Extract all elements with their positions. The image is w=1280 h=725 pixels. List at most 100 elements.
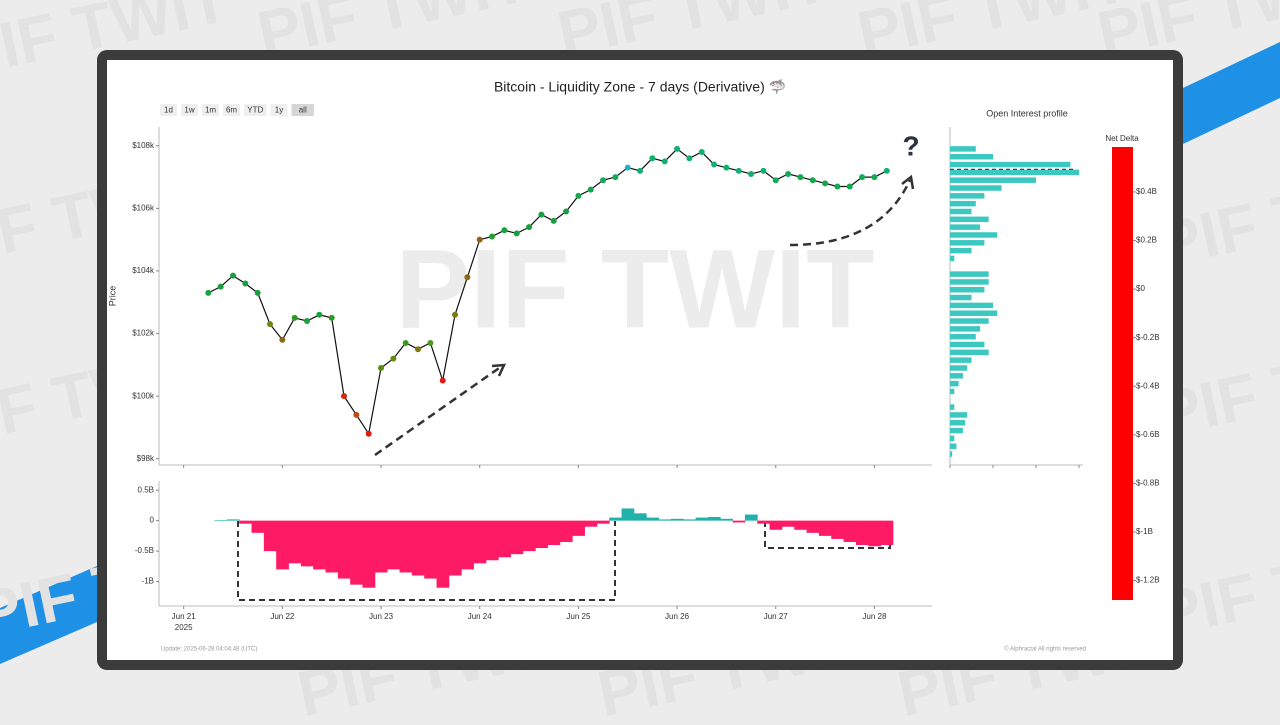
delta-bar xyxy=(288,520,302,564)
oi-bar xyxy=(950,200,976,207)
price-point xyxy=(464,274,471,281)
delta-bar xyxy=(732,520,746,523)
delta-bar xyxy=(781,520,795,527)
oi-bar xyxy=(950,365,968,371)
delta-bar xyxy=(744,514,758,521)
update-text: Update: 2025-06-28 04:04:48 (UTC) xyxy=(161,647,257,653)
delta-bar xyxy=(535,520,548,549)
oi-bar xyxy=(950,443,957,449)
x-tick-label: Jun 28 xyxy=(862,612,887,621)
range-button[interactable] xyxy=(160,104,177,116)
colorbar-title: Net Delta xyxy=(1105,134,1139,143)
price-point xyxy=(501,227,508,234)
price-point xyxy=(686,155,693,162)
oi-bar xyxy=(950,349,989,356)
oi-bar xyxy=(950,169,1079,176)
range-button[interactable] xyxy=(181,104,198,116)
oi-bar xyxy=(950,427,963,434)
delta-bar xyxy=(276,520,289,570)
delta-bar xyxy=(843,520,857,542)
range-button-label[interactable]: YTD xyxy=(247,106,263,115)
price-point xyxy=(822,180,829,187)
range-button-label[interactable]: 1m xyxy=(205,106,216,115)
delta-bar xyxy=(855,520,869,546)
range-button[interactable] xyxy=(270,104,288,116)
arrow-head xyxy=(491,363,507,377)
zone-box xyxy=(237,521,616,601)
range-button-label[interactable]: all xyxy=(299,106,307,115)
colorbar-tick-label: $-0.2B xyxy=(1136,333,1160,342)
oi-bar xyxy=(950,318,989,324)
price-point xyxy=(254,289,261,296)
y-tick-label: -1B xyxy=(142,577,154,586)
delta-bar xyxy=(485,520,499,561)
price-point xyxy=(267,321,274,328)
price-point xyxy=(402,339,409,346)
oi-bar xyxy=(950,326,981,332)
colorbar-tick-label: $-0.6B xyxy=(1136,430,1160,439)
price-point xyxy=(661,158,668,165)
oi-bar xyxy=(950,153,993,160)
price-point xyxy=(698,149,705,156)
price-point xyxy=(316,311,323,318)
price-point xyxy=(304,318,311,325)
oi-bar xyxy=(950,341,985,348)
oi-bar xyxy=(950,333,976,340)
oi-bar xyxy=(950,435,955,442)
price-point xyxy=(797,174,804,181)
oi-bar xyxy=(950,146,976,152)
range-button-label[interactable]: 1d xyxy=(164,106,173,115)
oi-bar xyxy=(950,177,1036,183)
delta-bar xyxy=(621,508,635,521)
y-tick-label: $102k xyxy=(132,329,155,338)
price-point xyxy=(649,155,656,162)
price-point xyxy=(637,167,644,174)
delta-bar xyxy=(720,518,733,521)
delta-bar xyxy=(769,520,783,530)
colorbar-tick-label: $0.2B xyxy=(1136,236,1157,245)
price-point xyxy=(760,167,767,174)
price-point xyxy=(242,280,249,287)
delta-bar xyxy=(263,520,277,552)
oi-bar xyxy=(950,247,972,254)
oi-bar xyxy=(950,216,989,223)
range-button-label[interactable]: 1w xyxy=(184,106,194,115)
delta-bar xyxy=(300,520,314,567)
delta-bar xyxy=(683,519,696,521)
colorbar-tick-label: $0 xyxy=(1136,284,1145,293)
colorbar-tick-label: $-0.4B xyxy=(1136,381,1160,390)
price-point xyxy=(513,230,520,237)
range-button[interactable] xyxy=(202,104,219,116)
price-point xyxy=(205,289,212,296)
price-point xyxy=(550,217,557,224)
range-button[interactable] xyxy=(223,104,240,116)
oi-bar xyxy=(950,185,1002,191)
profile-title: Open Interest profile xyxy=(986,108,1068,118)
range-button-label[interactable]: 1y xyxy=(275,106,283,115)
delta-bar xyxy=(214,520,228,521)
delta-bar xyxy=(707,516,721,521)
price-point xyxy=(390,355,397,362)
oi-bar xyxy=(950,279,989,285)
oi-bar xyxy=(950,302,993,309)
x-year-label: 2025 xyxy=(175,623,193,632)
watermark: PIF TWIT xyxy=(395,227,874,352)
price-point xyxy=(624,164,631,171)
price-point xyxy=(575,192,582,199)
range-button-label[interactable]: 6m xyxy=(226,106,237,115)
delta-bar xyxy=(818,520,832,536)
delta-bar xyxy=(670,518,684,521)
y-axis-label: Price xyxy=(107,286,117,307)
delta-bar xyxy=(868,520,882,547)
colorbar-tick-label: $-1B xyxy=(1136,527,1153,536)
delta-bar xyxy=(350,520,363,585)
x-tick-label: Jun 25 xyxy=(566,612,591,621)
price-point xyxy=(834,183,841,190)
delta-bar xyxy=(757,520,770,524)
oi-bar xyxy=(950,271,989,277)
range-button[interactable] xyxy=(291,104,315,116)
range-button[interactable] xyxy=(244,104,267,116)
price-point xyxy=(785,170,792,177)
price-point xyxy=(365,430,372,437)
x-tick-label: Jun 21 xyxy=(172,612,197,621)
